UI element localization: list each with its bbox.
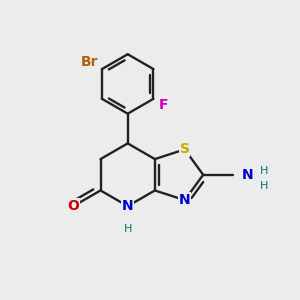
Text: N: N xyxy=(179,193,190,207)
Text: Br: Br xyxy=(80,55,98,69)
Text: H: H xyxy=(260,166,269,176)
Text: O: O xyxy=(68,199,79,213)
Text: N: N xyxy=(122,199,134,213)
Text: N: N xyxy=(242,168,254,182)
Text: H: H xyxy=(124,224,132,234)
Text: H: H xyxy=(260,181,269,191)
Text: F: F xyxy=(159,98,168,112)
Text: S: S xyxy=(180,142,190,156)
